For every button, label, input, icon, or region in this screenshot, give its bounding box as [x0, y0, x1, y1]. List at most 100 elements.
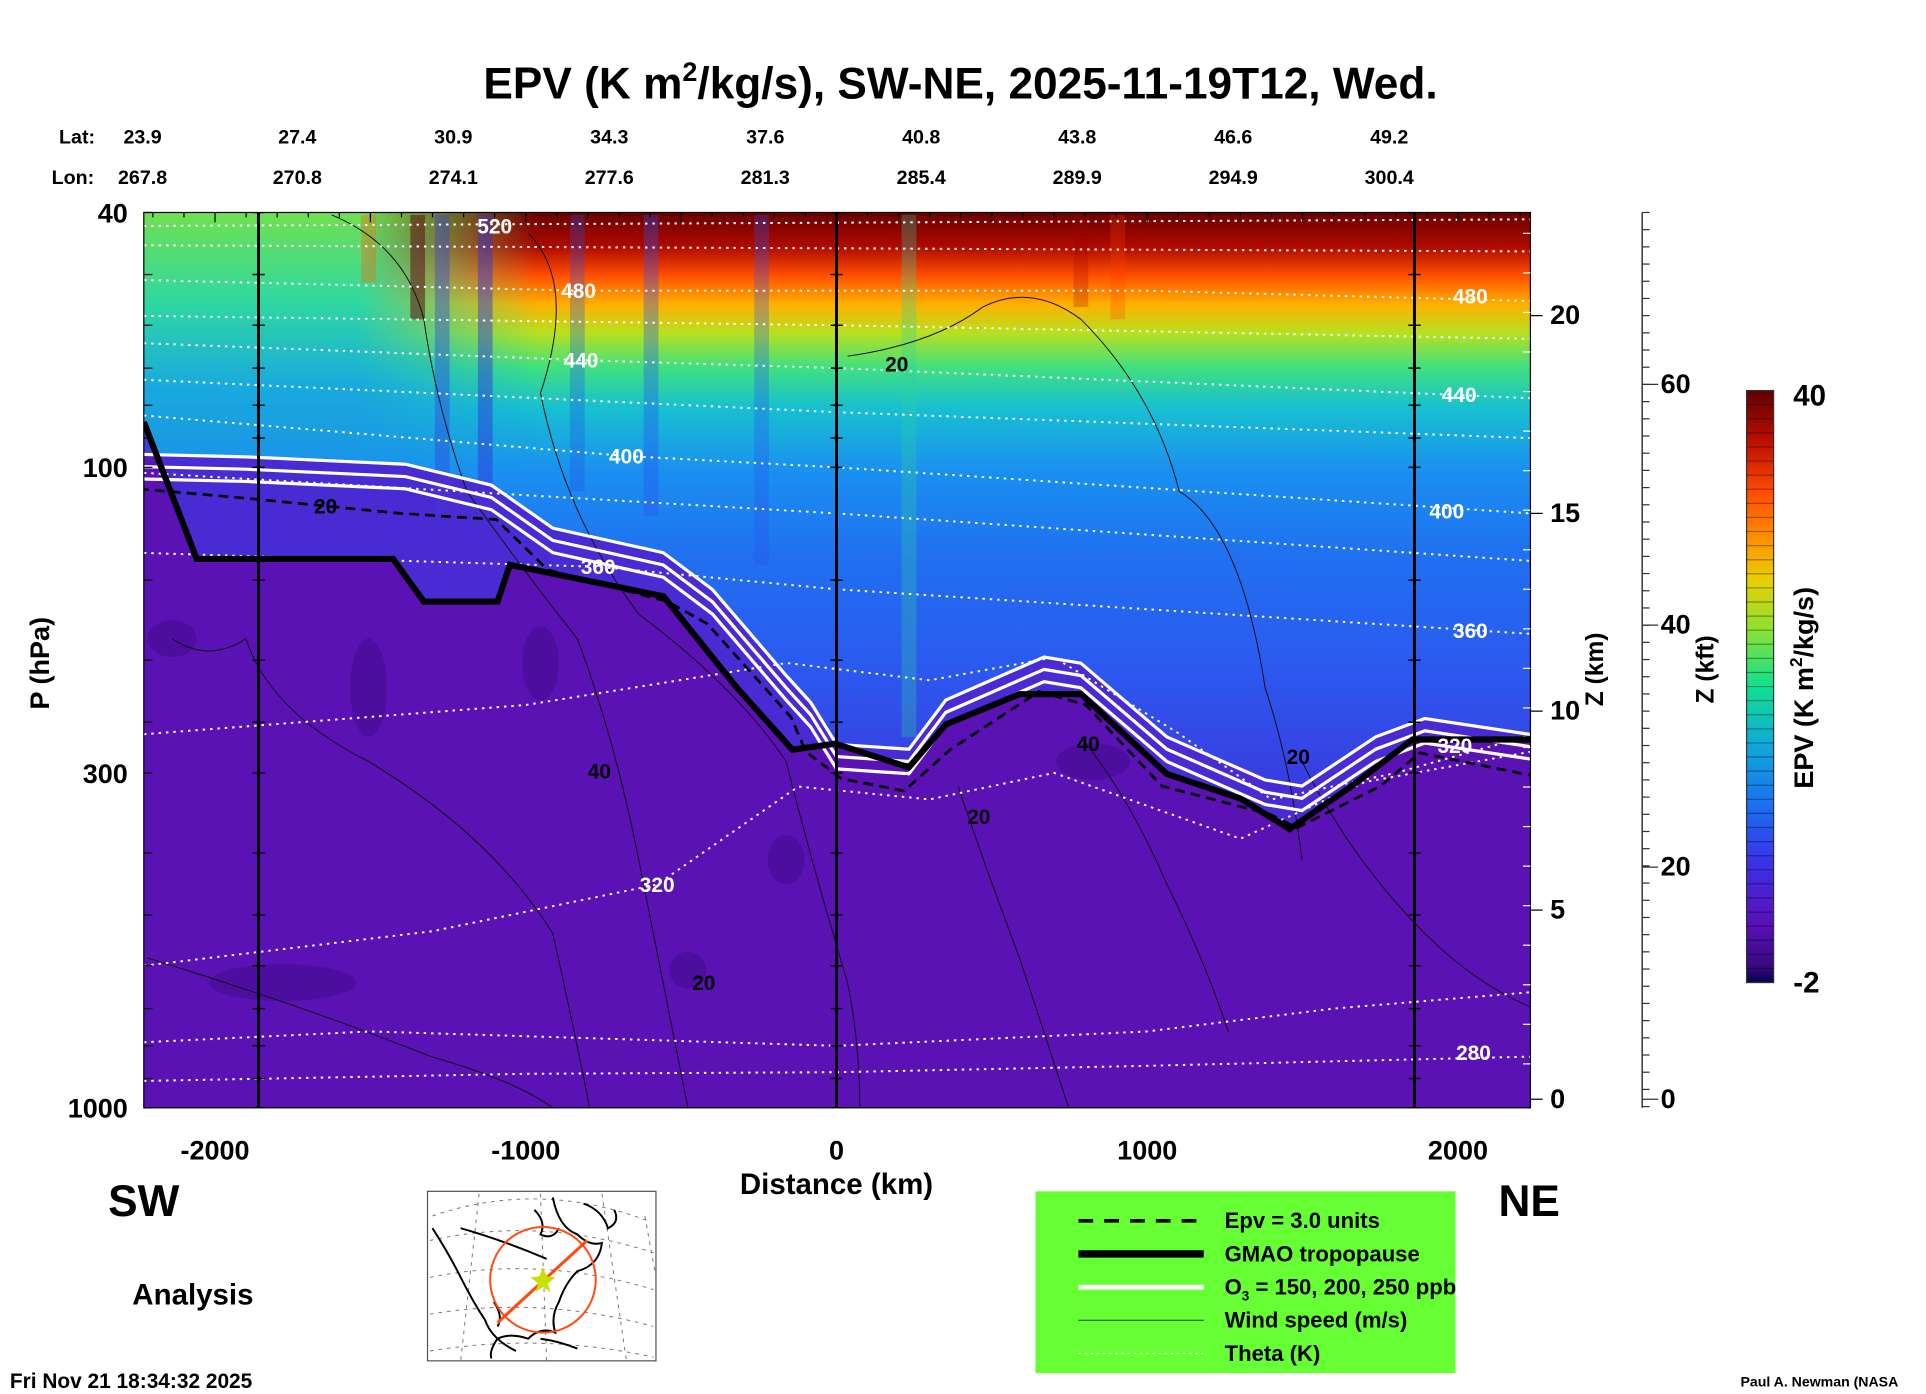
sw-label: SW — [108, 1177, 179, 1226]
theta-line-480 — [143, 279, 1531, 303]
low-epv-patches — [147, 620, 1131, 1001]
ozone-contour-line — [143, 477, 1531, 813]
legend-label: O3 = 150, 200, 250 ppb — [1225, 1275, 1457, 1304]
legend-label: Epv = 3.0 units — [1225, 1208, 1380, 1233]
theta-label: 320 — [640, 874, 675, 897]
epv-streak — [361, 214, 376, 283]
z-km-tick-label: 5 — [1550, 895, 1565, 925]
z-kft-axis: 60 40 20 0 — [1641, 211, 1691, 1114]
theta-labels: 520 480 480 440 440 400 400 360 360 320 320 280 — [477, 215, 1491, 1065]
lon-value: 294.9 — [1209, 167, 1258, 189]
epv-3-unit-contour — [143, 487, 1531, 830]
lat-value: 40.8 — [902, 127, 940, 149]
distance-tick-label: 1000 — [1117, 1135, 1177, 1165]
low-epv-patch — [1056, 743, 1131, 780]
low-epv-patch — [522, 626, 559, 701]
theta-label: 480 — [561, 280, 596, 303]
z-km-axis: 20 15 10 5 0 — [1523, 232, 1580, 1114]
epv-streak — [410, 214, 426, 320]
legend-label: Theta (K) — [1225, 1341, 1321, 1366]
lon-value: 300.4 — [1365, 167, 1414, 189]
analysis-label: Analysis — [132, 1278, 253, 1311]
gmao-tropopause-line — [143, 421, 1531, 833]
lon-value: 270.8 — [273, 167, 322, 189]
epv-streak — [1110, 214, 1126, 320]
theta-line-360 — [143, 551, 1531, 635]
lat-value: 46.6 — [1214, 127, 1252, 149]
z-kft-tick-label: 40 — [1661, 610, 1691, 640]
lon-label: Lon: — [52, 167, 95, 189]
pressure-tick-label: 1000 — [68, 1094, 128, 1124]
theta-line-300 — [143, 991, 1531, 1047]
lat-value: 34.3 — [590, 127, 628, 149]
ne-label: NE — [1498, 1177, 1559, 1226]
distance-tick-label: 0 — [829, 1135, 844, 1165]
epv-streaks — [361, 214, 1126, 737]
pressure-tick-label: 100 — [83, 453, 128, 483]
distance-axis-title: Distance (km) — [740, 1168, 933, 1201]
lat-value: 23.9 — [123, 127, 161, 149]
wind-speed-contour — [1301, 761, 1531, 1008]
wind-speed-contour — [171, 637, 591, 1108]
epv-streak — [1073, 214, 1089, 308]
pressure-axis: 40 100 300 1000 — [68, 198, 153, 1124]
colorbar-ramp — [1745, 389, 1775, 984]
z-km-tick-label: 0 — [1550, 1084, 1565, 1114]
low-epv-patch — [350, 638, 387, 737]
low-epv-patch — [669, 951, 707, 989]
lat-value: 43.8 — [1058, 127, 1096, 149]
colorbar-ticks — [1746, 404, 1774, 970]
section-marker-lines — [252, 212, 1421, 1108]
theta-label: 320 — [1437, 735, 1472, 758]
theta-line-500 — [143, 244, 1531, 253]
wind-speed-contour — [1080, 736, 1229, 1032]
wind-speed-label: 20 — [885, 354, 908, 377]
colorbar-min-label: -2 — [1793, 966, 1819, 999]
pressure-tick-label: 300 — [83, 759, 128, 789]
wind-speed-contour — [847, 296, 1303, 860]
epv-streak — [569, 214, 585, 492]
wind-speed-label: 40 — [1077, 733, 1100, 756]
wind-speed-contour — [147, 957, 554, 1108]
theta-line-320 — [143, 750, 1531, 967]
lat-value: 27.4 — [278, 127, 316, 149]
z-kft-tick-label: 20 — [1661, 852, 1691, 882]
distance-tick-label: -1000 — [491, 1135, 560, 1165]
theta-line-440 — [143, 342, 1531, 400]
legend-label: GMAO tropopause — [1225, 1241, 1420, 1266]
theta-label: 400 — [1429, 500, 1464, 523]
ozone-contours — [143, 452, 1531, 813]
epv-streak — [643, 214, 659, 516]
colorbar-title: EPV (K m2/kg/s) — [1786, 587, 1819, 789]
theta-label: 440 — [564, 349, 599, 372]
lat-value: 49.2 — [1370, 127, 1408, 149]
ozone-contour-line — [143, 452, 1531, 788]
lat-lon-header: Lat: Lon: 23.9 27.4 30.9 34.3 37.6 40.8 43.8 46… — [52, 127, 1414, 190]
legend: Epv = 3.0 units GMAO tropopause O3 = 150, … — [1035, 1191, 1457, 1374]
wind-speed-label: 20 — [314, 496, 337, 519]
z-kft-tick-label: 60 — [1661, 369, 1691, 399]
wind-speed-contour — [331, 214, 689, 1108]
wind-speed-contour — [957, 785, 1070, 1108]
low-epv-patch — [767, 835, 805, 885]
theta-label: 440 — [1442, 384, 1477, 407]
lat-value: 37.6 — [746, 127, 784, 149]
theta-line-460 — [143, 314, 1531, 340]
range-circle — [489, 1225, 597, 1334]
pressure-axis-title: P (hPa) — [25, 617, 55, 710]
distance-axis: -2000 -1000 0 1000 2000 — [152, 212, 1521, 1165]
theta-label: 400 — [609, 445, 644, 468]
lon-value: 281.3 — [741, 167, 790, 189]
epv-streak — [477, 214, 493, 529]
epv-streak — [754, 214, 769, 565]
lon-value: 285.4 — [897, 167, 946, 189]
legend-label: Wind speed (m/s) — [1225, 1308, 1408, 1333]
wind-speed-label: 40 — [588, 760, 611, 783]
low-epv-patch — [208, 964, 357, 1001]
epv-streak — [901, 214, 917, 737]
lon-value: 274.1 — [429, 167, 478, 189]
theta-label: 480 — [1453, 285, 1488, 308]
credit: Paul A. Newman (NASA — [1740, 1374, 1898, 1390]
